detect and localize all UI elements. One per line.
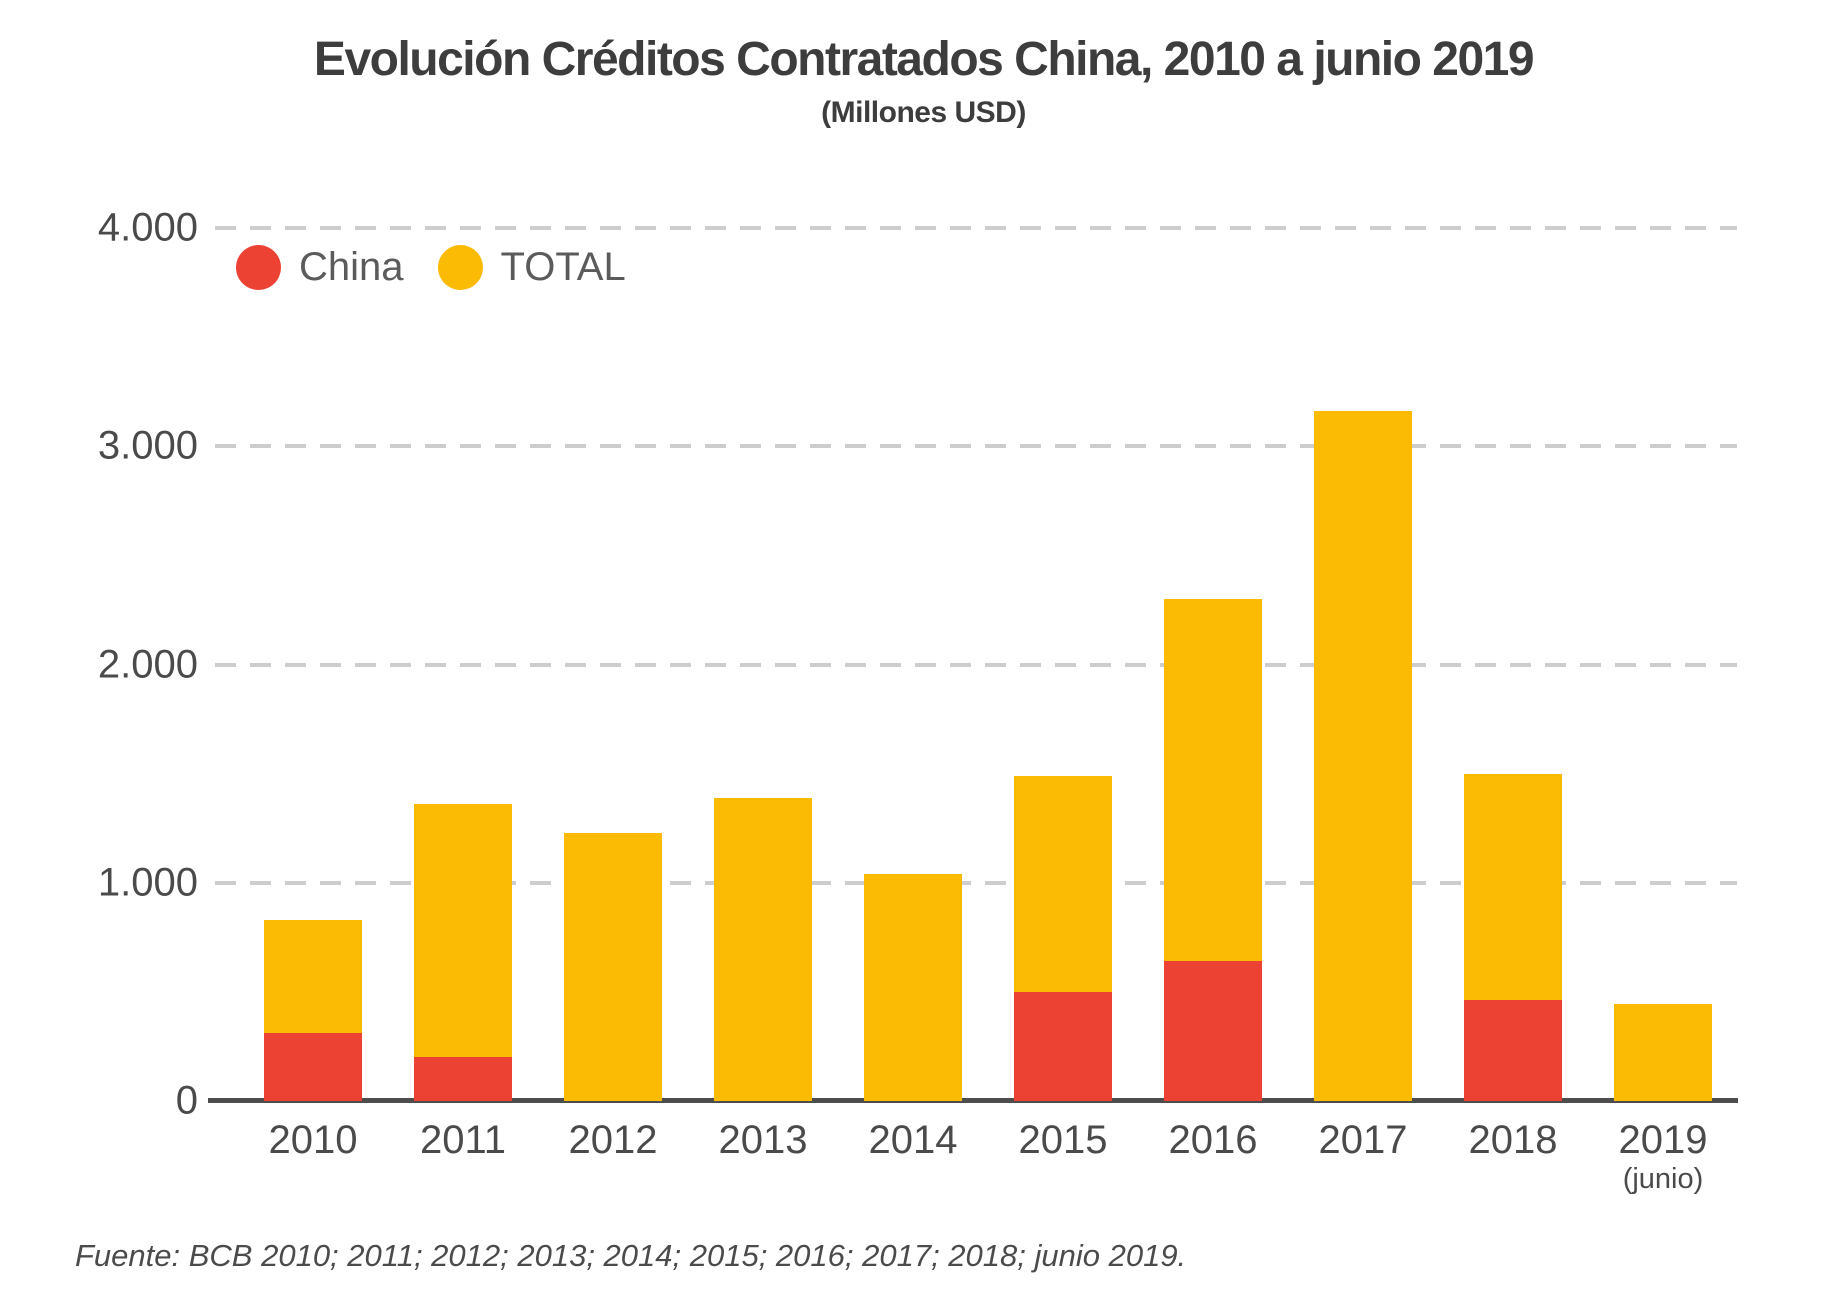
y-axis-tick-3.000: 3.000 (97, 423, 198, 468)
legend-dot-china-icon (236, 245, 281, 290)
x-axis-tick-2017: 2017 (1318, 1118, 1408, 1162)
legend-label-china: China (299, 245, 404, 289)
y-axis-tick-1.000: 1.000 (97, 860, 198, 905)
gridline-1.000 (215, 880, 1737, 885)
bar-china-2016 (1164, 961, 1262, 1101)
legend-label-total: TOTAL (500, 245, 626, 289)
source-note: Fuente: BCB 2010; 2011; 2012; 2013; 2014… (75, 1238, 1187, 1273)
chart-subtitle: (Millones USD) (821, 96, 1026, 129)
x-axis-tick-2016: 2016 (1168, 1118, 1258, 1162)
x-axis-baseline (208, 1098, 1738, 1103)
y-axis-labels: 0 1.000 2.000 3.000 4.000 (0, 206, 198, 1123)
x-axis-labels: 2010 2011 2012 2013 2014 2015 2016 2017 2018 2019… (215, 1118, 1737, 1238)
bar-total-2014 (864, 874, 962, 1101)
legend: China TOTAL (236, 245, 626, 290)
x-axis-tick-2012: 2012 (568, 1118, 658, 1162)
bar-china-2015 (1014, 991, 1112, 1101)
x-axis-tick-2018: 2018 (1468, 1118, 1558, 1162)
x-axis-tick-sublabel-2019: (junio) (1622, 1163, 1704, 1195)
y-axis-tick-2.000: 2.000 (97, 642, 198, 686)
bar-china-2010 (264, 1033, 362, 1101)
legend-item-china: China (236, 245, 404, 290)
legend-dot-total-icon (437, 245, 483, 290)
legend-item-total: TOTAL (437, 245, 626, 290)
bar-total-2019 (1614, 1003, 1712, 1101)
gridline-3.000 (215, 444, 1737, 449)
chart-title: Evolución Créditos Contratados China, 20… (313, 33, 1535, 86)
gridline-4.000 (215, 226, 1737, 230)
x-axis-tick-2013: 2013 (718, 1118, 808, 1162)
bar-china-2011 (414, 1057, 512, 1101)
bar-china-2018 (1464, 999, 1562, 1101)
bar-total-2012 (564, 832, 662, 1101)
x-axis-tick-2011: 2011 (419, 1118, 506, 1162)
bar-total-2017 (1314, 411, 1412, 1101)
y-axis-tick-4.000: 4.000 (97, 205, 198, 250)
gridline-2.000 (215, 662, 1737, 667)
x-axis-tick-2015: 2015 (1018, 1118, 1108, 1162)
x-axis-tick-2014: 2014 (868, 1118, 958, 1162)
x-axis-tick-2019: 2019 (junio) (1588, 1118, 1738, 1196)
bar-total-2011 (414, 804, 512, 1101)
x-axis-tick-2010: 2010 (268, 1118, 358, 1162)
plot-area (215, 226, 1737, 1101)
bar-total-2013 (714, 797, 812, 1101)
y-axis-tick-0: 0 (175, 1078, 198, 1123)
